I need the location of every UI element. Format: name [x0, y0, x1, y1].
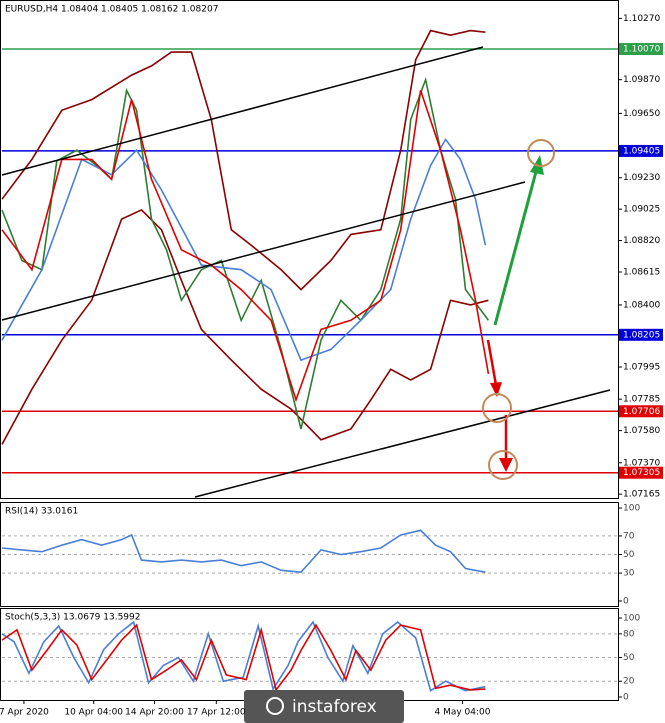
channel-line [1, 46, 484, 176]
y-tick-label: 1.09650 [623, 109, 660, 119]
target-circle [482, 393, 512, 423]
y-tick-label: 70 [623, 531, 635, 541]
annotations [1, 46, 611, 498]
x-tick-label: 14 Apr 20:00 [125, 708, 184, 718]
y-tick-label: 1.07580 [623, 426, 660, 436]
x-tick-label: 7 Apr 2020 [0, 708, 49, 718]
series-line [1, 90, 490, 403]
watermark-box [244, 690, 404, 723]
y-tick-label: 1.08615 [623, 267, 660, 277]
level-label: 1.07706 [623, 407, 660, 417]
arrow-head [499, 458, 513, 472]
x-tick-label: 10 Apr 04:00 [64, 708, 123, 718]
panel-frame [0, 0, 619, 499]
y-tick-label: 0 [623, 596, 629, 606]
y-tick-label: 100 [623, 614, 640, 624]
level-label-box [619, 466, 663, 479]
target-circle [488, 450, 518, 480]
arrow [493, 167, 539, 326]
level-label: 1.09405 [623, 146, 660, 156]
series-line [1, 137, 487, 362]
level-label-box [619, 43, 663, 56]
y-tick-label: 1.08400 [623, 300, 660, 310]
channel-line [194, 389, 611, 498]
watermark-logo [266, 697, 284, 715]
arrow [486, 339, 498, 386]
y-tick-label: 0 [623, 692, 629, 702]
panel-title: Stoch(5,3,3) 13.0679 13.5992 [5, 613, 140, 623]
y-tick-label: 1.10270 [623, 14, 660, 24]
panel-title: RSI(14) 33.0161 [5, 507, 78, 517]
y-tick-label: 50 [623, 653, 635, 663]
channel-line [1, 181, 526, 321]
series-line [1, 208, 489, 445]
series-line [1, 529, 486, 574]
y-tick-label: 1.09025 [623, 205, 660, 215]
level-label-box [619, 144, 663, 157]
level-label-box [619, 405, 663, 418]
x-tick-label: 4 May 04:00 [435, 708, 491, 718]
y-tick-label: 1.07785 [623, 395, 660, 405]
x-tick-label: 17 Apr 12:00 [187, 708, 246, 718]
y-tick-label: 1.09870 [623, 75, 660, 85]
y-tick-label: 1.09230 [623, 173, 660, 183]
arrow-head [490, 382, 502, 397]
level-label: 1.10070 [623, 45, 660, 55]
level-label: 1.08205 [623, 330, 660, 340]
series-line [1, 620, 486, 692]
level-label: 1.07305 [623, 468, 660, 478]
y-tick-label: 1.07995 [623, 362, 660, 372]
y-tick-label: 1.07165 [623, 490, 660, 500]
y-tick-label: 1.08820 [623, 236, 660, 246]
y-tick-label: 30 [623, 569, 635, 579]
series-line [1, 623, 486, 692]
panel-title: EURUSD,H4 1.08404 1.08405 1.08162 1.0820… [5, 5, 218, 15]
y-tick-label: 20 [623, 677, 635, 687]
watermark: instaforex [292, 697, 377, 717]
y-tick-label: 100 [623, 504, 640, 514]
series-line [1, 29, 486, 291]
y-tick-label: 80 [623, 629, 635, 639]
target-circle [527, 139, 555, 167]
y-tick-label: 50 [623, 550, 635, 560]
y-tick-label: 1.07370 [623, 458, 660, 468]
level-label-box [619, 328, 663, 341]
